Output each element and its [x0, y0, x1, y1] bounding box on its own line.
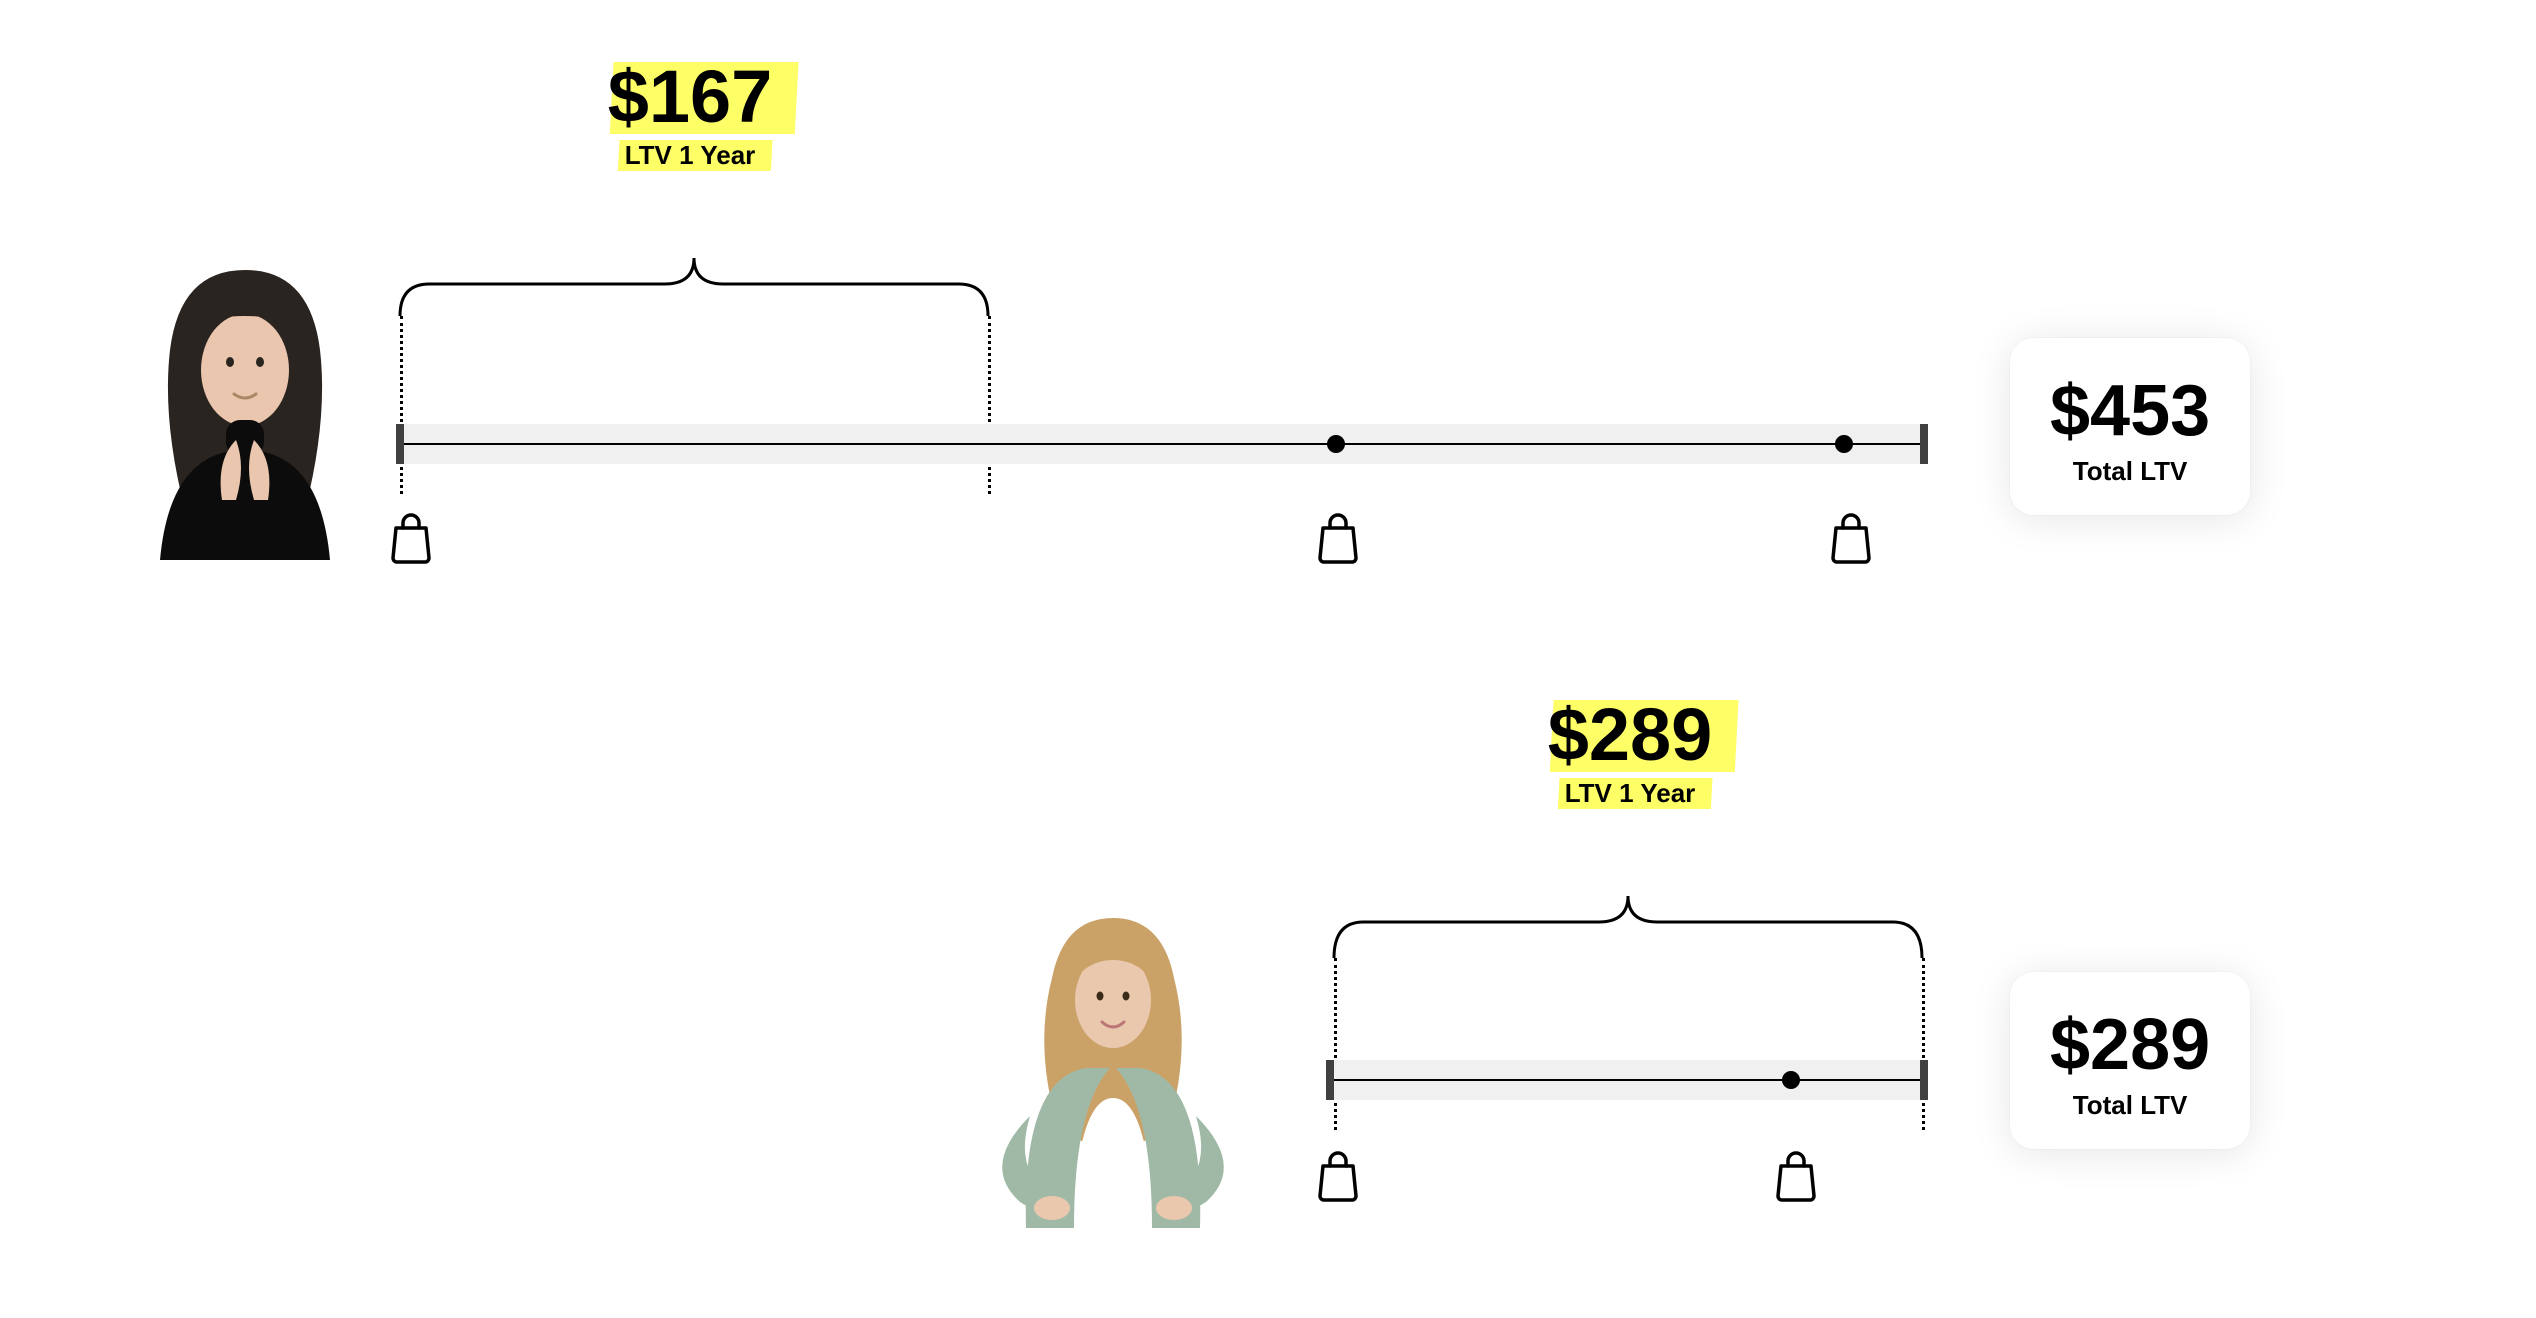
ltv-year-label: LTV 1 Year	[1559, 778, 1702, 809]
shopping-bag-icon	[1314, 510, 1362, 564]
total-ltv-value: $289	[2050, 1008, 2210, 1084]
brace	[400, 248, 988, 321]
total-ltv-label: Total LTV	[2050, 456, 2210, 487]
purchase-dot	[1782, 1071, 1800, 1089]
shopping-bag-icon	[1772, 1148, 1820, 1202]
purchase-dot	[1835, 435, 1853, 453]
dotted-guide	[1334, 958, 1337, 1130]
brace	[1334, 886, 1922, 963]
shopping-bag-icon	[1314, 1148, 1362, 1202]
total-ltv-value: $453	[2050, 374, 2210, 450]
dotted-guide	[400, 316, 403, 494]
ltv-year-value: $167	[598, 58, 783, 136]
shopping-bag-icon	[1827, 510, 1875, 564]
ltv-comparison-diagram: $167 LTV 1 Year $453 Total LTV $289 LTV 1 Y…	[0, 0, 2536, 1318]
total-ltv-card: $453 Total LTV	[2010, 338, 2250, 515]
timeline-line	[1334, 1079, 1920, 1081]
total-ltv-label: Total LTV	[2050, 1090, 2210, 1121]
ltv-year-value: $289	[1538, 696, 1723, 774]
total-ltv-card: $289 Total LTV	[2010, 972, 2250, 1149]
persona-avatar	[952, 908, 1274, 1228]
timeline-line	[404, 443, 1920, 445]
dotted-guide	[1922, 958, 1925, 1130]
ltv-year-label: LTV 1 Year	[619, 140, 762, 171]
purchase-dot	[1327, 435, 1345, 453]
persona-avatar	[130, 260, 360, 560]
dotted-guide	[988, 316, 991, 494]
shopping-bag-icon	[387, 510, 435, 564]
ltv-year-callout: $289 LTV 1 Year	[1538, 696, 1723, 809]
timeline-bar	[1326, 1060, 1928, 1100]
timeline-bar	[396, 424, 1928, 464]
ltv-year-callout: $167 LTV 1 Year	[598, 58, 783, 171]
